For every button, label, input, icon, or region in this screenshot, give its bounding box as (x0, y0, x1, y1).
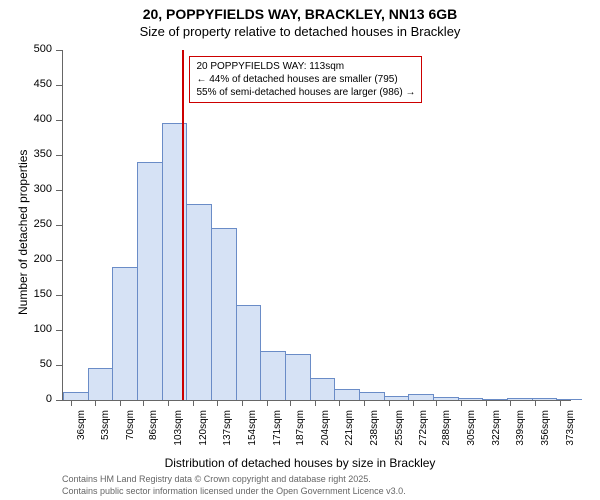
annotation-box: 20 POPPYFIELDS WAY: 113sqm← 44% of detac… (189, 56, 422, 103)
x-axis-label: Distribution of detached houses by size … (0, 456, 600, 470)
footer-line1: Contains HM Land Registry data © Crown c… (62, 474, 406, 486)
x-tick (560, 400, 561, 406)
x-tick (267, 400, 268, 406)
x-tick (168, 400, 169, 406)
x-tick-label: 238sqm (369, 410, 380, 455)
footer-line2: Contains public sector information licen… (62, 486, 406, 498)
x-tick-label: 120sqm (198, 410, 209, 455)
x-tick (486, 400, 487, 406)
y-tick (56, 260, 62, 261)
x-tick (143, 400, 144, 406)
x-tick (290, 400, 291, 406)
histogram-bar (211, 228, 237, 401)
x-tick-label: 288sqm (441, 410, 452, 455)
histogram-bar (359, 392, 385, 400)
y-tick (56, 190, 62, 191)
y-tick-label: 500 (0, 43, 52, 55)
footer-attribution: Contains HM Land Registry data © Crown c… (62, 474, 406, 497)
histogram-bar (285, 354, 311, 401)
x-tick (339, 400, 340, 406)
histogram-bar (112, 267, 138, 400)
x-tick-label: 255sqm (394, 410, 405, 455)
y-tick-label: 400 (0, 113, 52, 125)
x-tick-label: 373sqm (565, 410, 576, 455)
y-tick (56, 295, 62, 296)
x-tick-label: 221sqm (344, 410, 355, 455)
histogram-bar (334, 389, 360, 401)
y-tick-label: 450 (0, 78, 52, 90)
y-tick-label: 0 (0, 393, 52, 405)
histogram-bar (88, 368, 114, 400)
x-tick (510, 400, 511, 406)
x-tick (436, 400, 437, 406)
x-tick-label: 356sqm (540, 410, 551, 455)
x-tick-label: 171sqm (272, 410, 283, 455)
x-tick (413, 400, 414, 406)
annotation-line3: 55% of semi-detached houses are larger (… (196, 86, 415, 99)
x-tick (120, 400, 121, 406)
x-tick-label: 272sqm (418, 410, 429, 455)
x-tick-label: 187sqm (295, 410, 306, 455)
y-tick (56, 85, 62, 86)
histogram-bar (310, 378, 336, 400)
y-tick (56, 50, 62, 51)
plot-area: 20 POPPYFIELDS WAY: 113sqm← 44% of detac… (62, 50, 571, 401)
y-tick-label: 50 (0, 358, 52, 370)
histogram-bar (260, 351, 286, 400)
x-tick (461, 400, 462, 406)
x-tick (71, 400, 72, 406)
x-tick-label: 322sqm (491, 410, 502, 455)
x-tick (242, 400, 243, 406)
x-tick-label: 36sqm (76, 410, 87, 455)
histogram-bar (63, 392, 89, 400)
y-tick (56, 120, 62, 121)
x-tick (535, 400, 536, 406)
y-tick-label: 100 (0, 323, 52, 335)
y-tick (56, 365, 62, 366)
x-tick-label: 305sqm (466, 410, 477, 455)
annotation-line2: ← 44% of detached houses are smaller (79… (196, 73, 415, 86)
x-tick-label: 154sqm (247, 410, 258, 455)
histogram-bar (186, 204, 212, 400)
x-tick-label: 204sqm (320, 410, 331, 455)
annotation-line1: 20 POPPYFIELDS WAY: 113sqm (196, 60, 415, 73)
x-tick-label: 86sqm (148, 410, 159, 455)
x-tick-label: 103sqm (173, 410, 184, 455)
histogram-bar (236, 305, 262, 401)
x-tick (95, 400, 96, 406)
x-tick (217, 400, 218, 406)
x-tick (389, 400, 390, 406)
histogram-chart: 20, POPPYFIELDS WAY, BRACKLEY, NN13 6GB … (0, 0, 600, 500)
x-tick-label: 137sqm (222, 410, 233, 455)
y-tick (56, 330, 62, 331)
x-tick-label: 53sqm (100, 410, 111, 455)
chart-title: 20, POPPYFIELDS WAY, BRACKLEY, NN13 6GB (0, 6, 600, 22)
x-tick (364, 400, 365, 406)
x-tick (193, 400, 194, 406)
y-tick (56, 155, 62, 156)
histogram-bar (137, 162, 163, 400)
x-tick-label: 339sqm (515, 410, 526, 455)
chart-subtitle: Size of property relative to detached ho… (0, 24, 600, 39)
y-tick (56, 225, 62, 226)
x-tick-label: 70sqm (125, 410, 136, 455)
property-marker-line (182, 50, 184, 400)
y-tick (56, 400, 62, 401)
x-tick (315, 400, 316, 406)
y-axis-label: Number of detached properties (16, 150, 30, 315)
